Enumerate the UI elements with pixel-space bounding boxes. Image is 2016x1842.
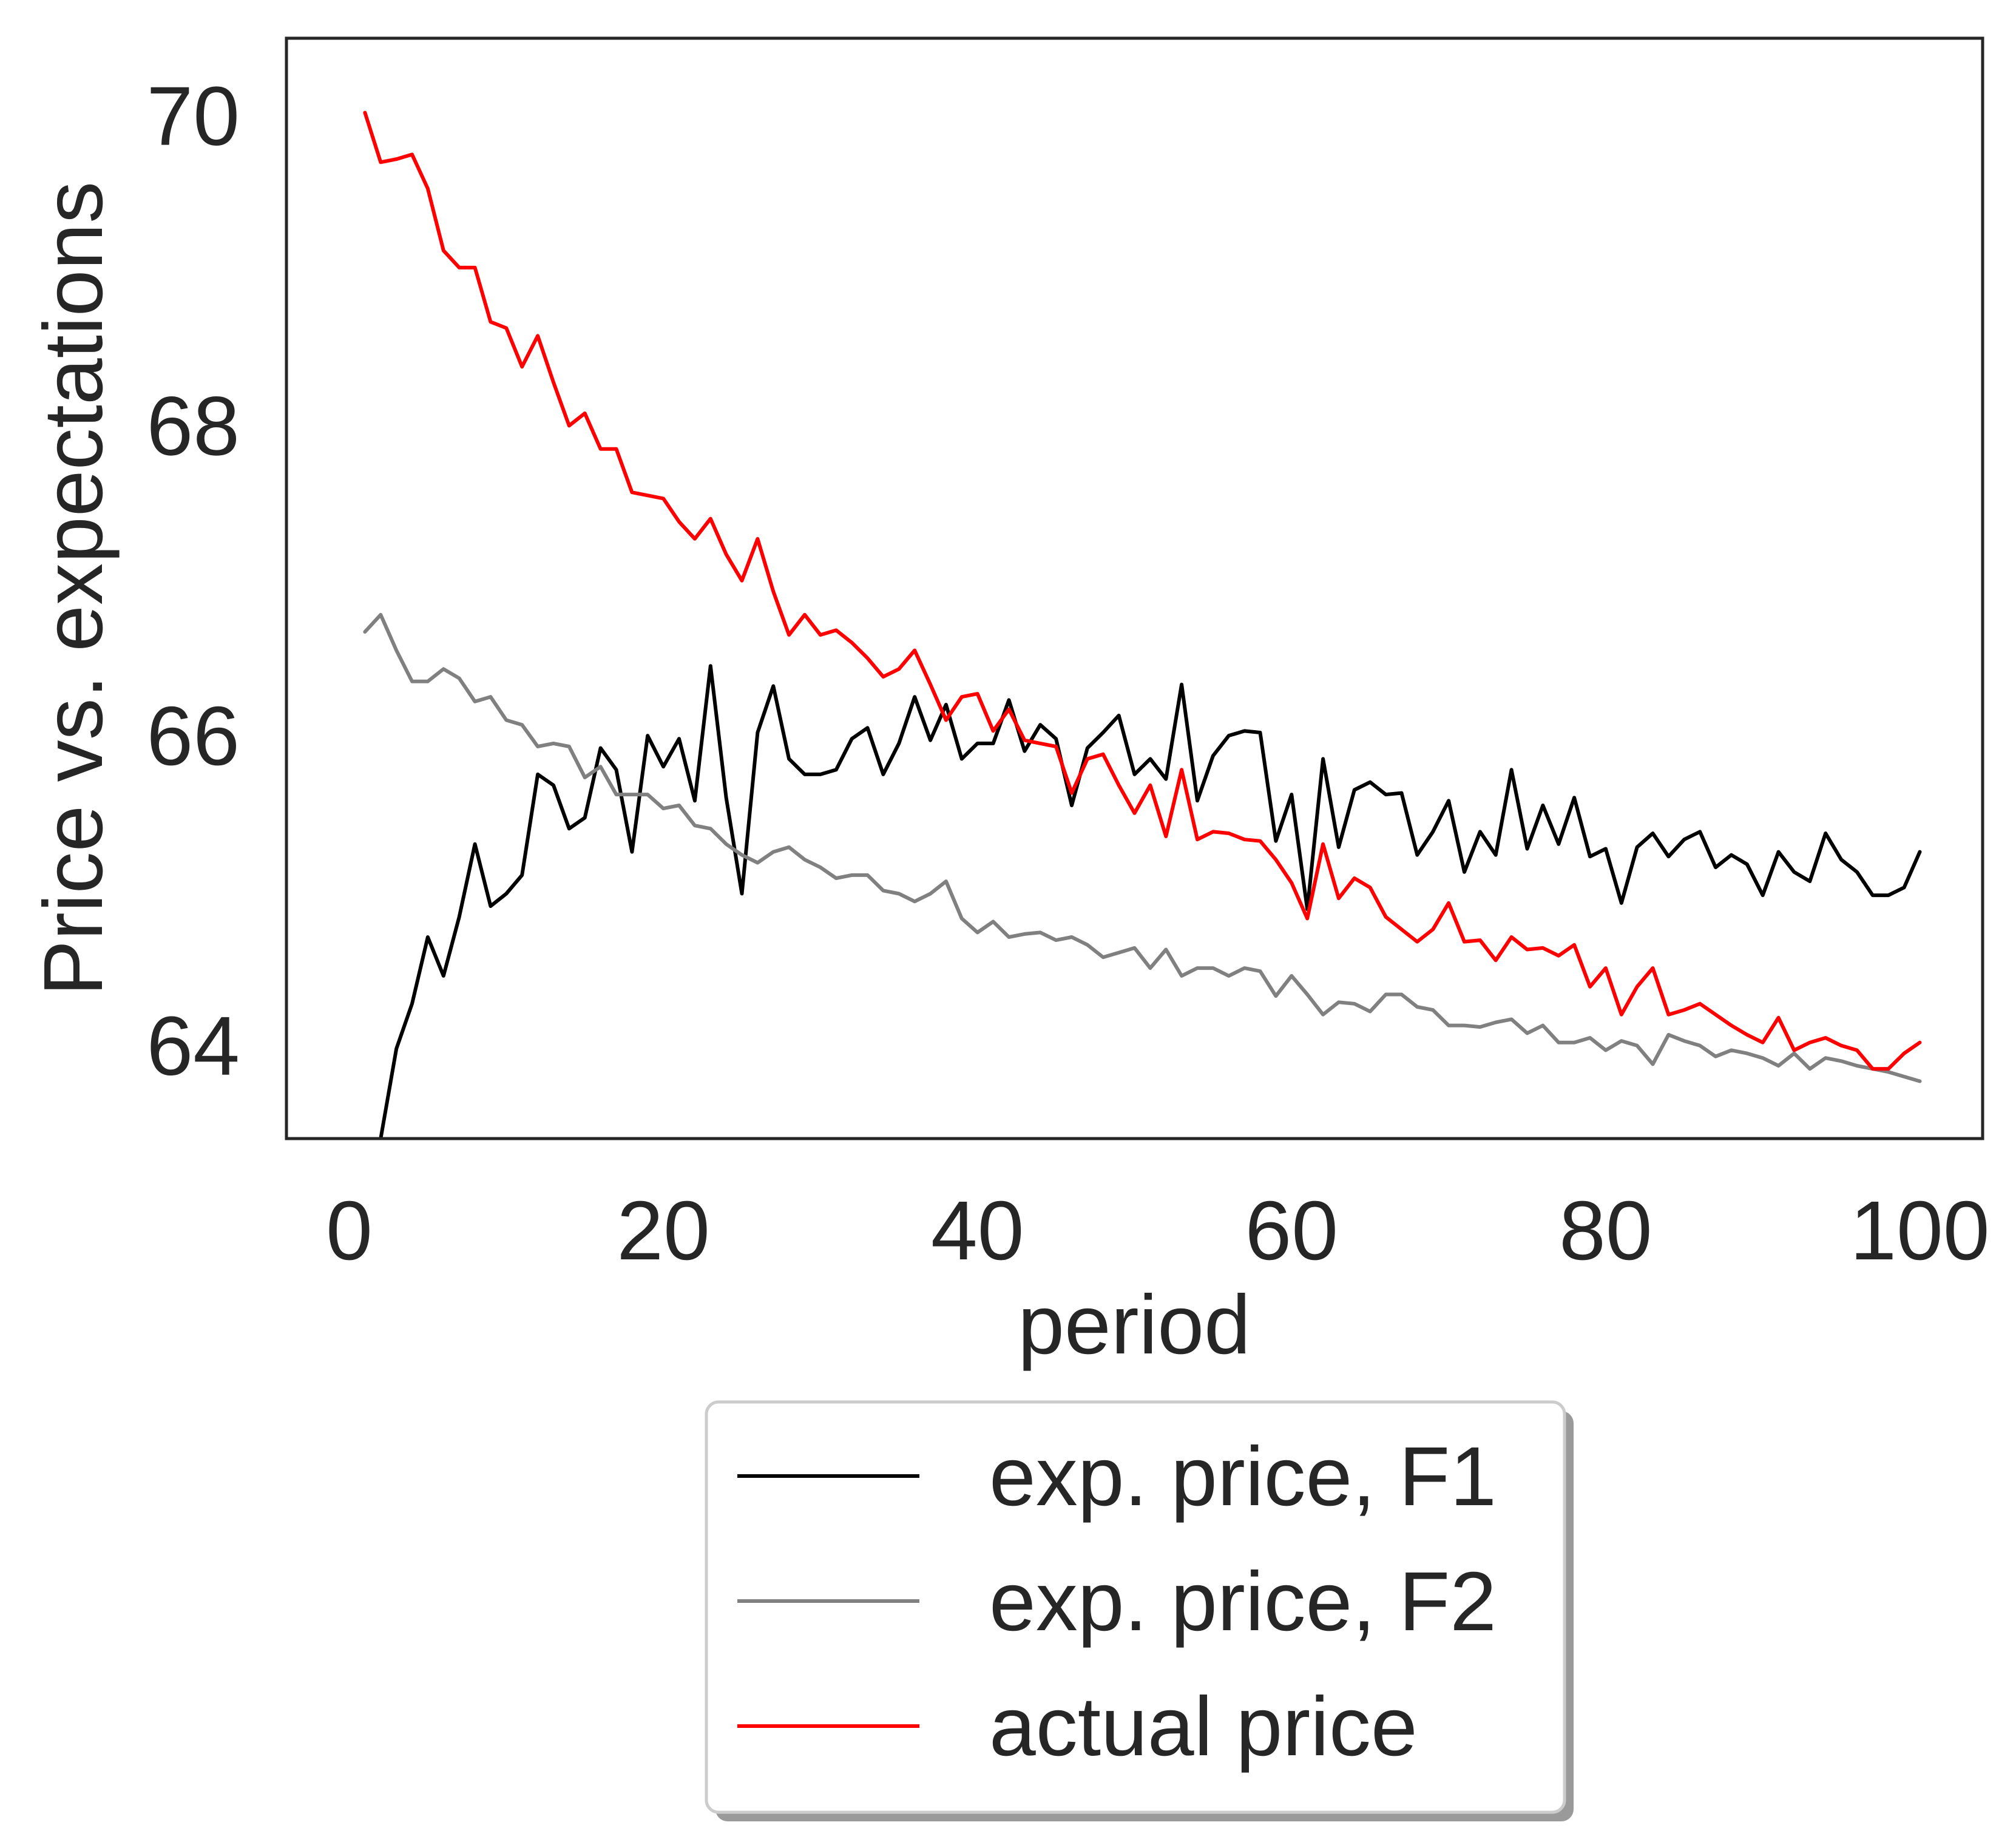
series-line-3 xyxy=(363,110,1922,1071)
x-axis-label: period xyxy=(1018,1278,1251,1372)
y-tick-label: 68 xyxy=(147,379,240,473)
series-layer xyxy=(363,110,1922,1139)
legend-label: actual price xyxy=(989,1680,1418,1773)
plot-frame xyxy=(285,36,1984,1140)
legend: exp. price, F1 exp. price, F2 actual price xyxy=(705,1400,1574,1821)
x-tick-labels: 0 20 40 60 80 100 xyxy=(326,1184,1989,1278)
series-line-1 xyxy=(379,664,1922,1139)
x-tick-label: 100 xyxy=(1850,1184,1989,1278)
x-tick-label: 40 xyxy=(931,1184,1024,1278)
x-tick-label: 60 xyxy=(1245,1184,1339,1278)
x-tick-label: 0 xyxy=(326,1184,373,1278)
y-tick-label: 70 xyxy=(147,70,240,163)
legend-label: exp. price, F2 xyxy=(989,1555,1497,1648)
x-tick-label: 80 xyxy=(1559,1184,1652,1278)
y-axis-label: Price vs. expectations xyxy=(27,181,120,996)
legend-box xyxy=(705,1400,1566,1814)
series-line-2 xyxy=(363,612,1922,1083)
x-tick-label: 20 xyxy=(617,1184,710,1278)
legend-label: exp. price, F1 xyxy=(989,1430,1497,1523)
y-tick-label: 64 xyxy=(147,1000,240,1093)
y-tick-label: 66 xyxy=(147,689,240,783)
y-tick-labels: 64 66 68 70 xyxy=(147,70,240,1093)
